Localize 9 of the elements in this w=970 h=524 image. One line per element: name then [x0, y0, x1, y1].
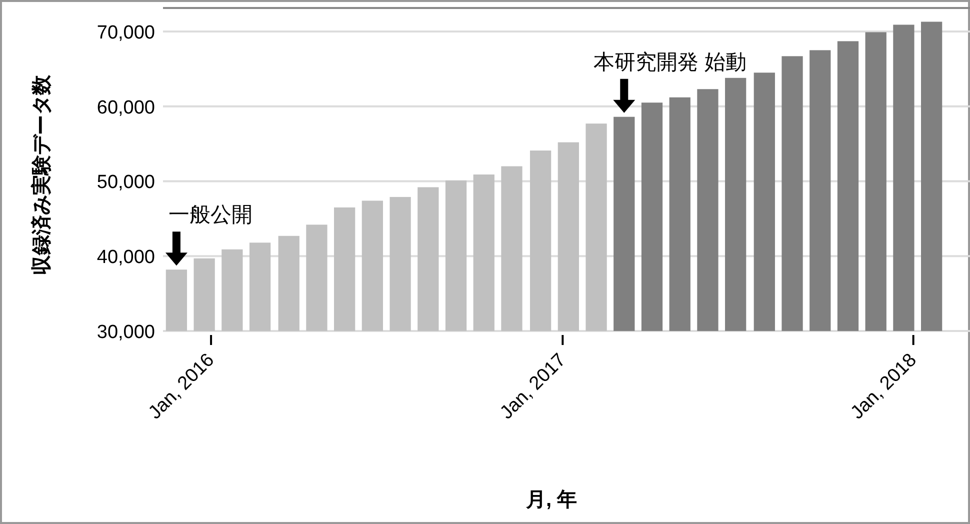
y-tick-label: 70,000 — [96, 22, 155, 44]
y-tick-label: 40,000 — [96, 247, 155, 268]
y-tick-label: 50,000 — [96, 172, 155, 194]
y-tick-label: 60,000 — [96, 97, 155, 118]
annotation: 一般公開 — [168, 204, 252, 227]
y-axis-title: 収録済み実験データ数 — [30, 74, 53, 275]
y-tick-label: 30,000 — [96, 322, 155, 343]
x-axis-title: 月, 年 — [524, 489, 578, 511]
annotation: 本研究開発 始動 — [594, 50, 747, 74]
